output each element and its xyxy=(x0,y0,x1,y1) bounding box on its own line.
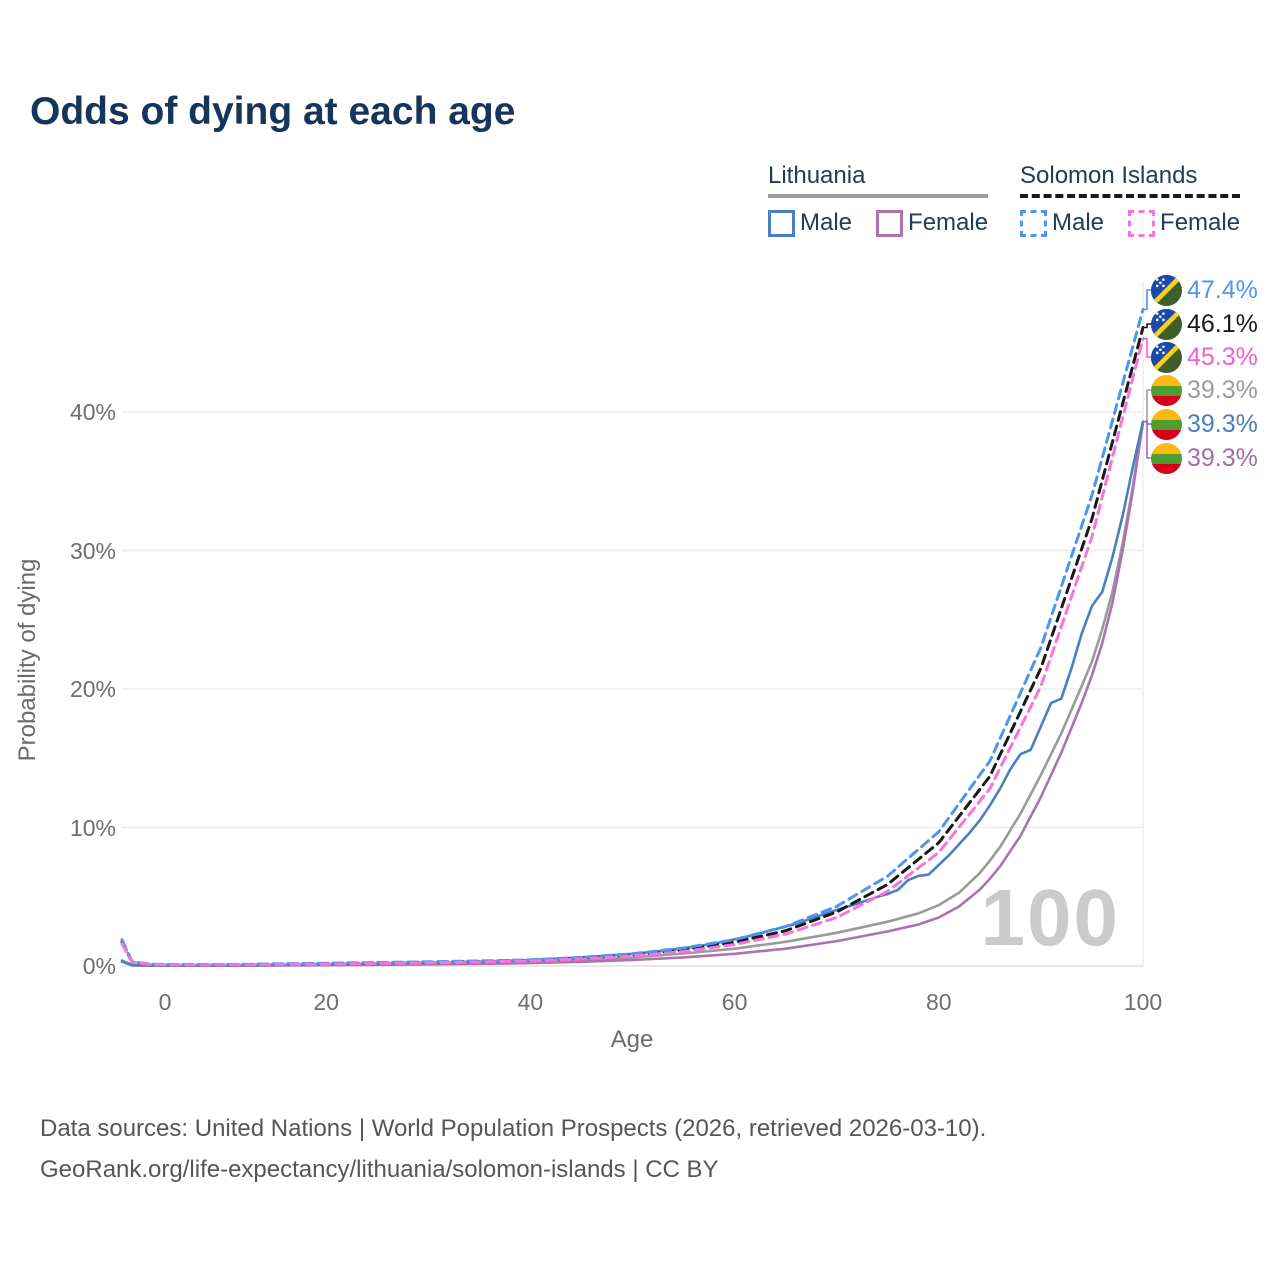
y-tick-label: 10% xyxy=(69,814,116,841)
solomon-islands-flag-icon xyxy=(1151,308,1182,340)
x-tick-label: 40 xyxy=(517,989,544,1015)
end-label-row: 45.3% xyxy=(1151,340,1258,374)
current-age-watermark: 100 xyxy=(980,873,1120,962)
lithuania-flag-icon xyxy=(1151,442,1182,474)
legend-item-lithuania-male[interactable]: Male xyxy=(768,209,852,237)
legend-item-solomon-male[interactable]: Male xyxy=(1020,209,1104,237)
solomon-female-swatch-icon[interactable] xyxy=(1128,209,1156,237)
solomon-islands-flag-icon xyxy=(1151,274,1182,306)
footer-sources-line: Data sources: United Nations | World Pop… xyxy=(40,1115,987,1142)
end-value-label: 47.4% xyxy=(1187,275,1258,304)
legend-country-solomon-islands: Solomon Islands xyxy=(1020,162,1198,189)
end-value-label: 39.3% xyxy=(1187,443,1258,472)
end-label-connector xyxy=(1143,323,1151,329)
y-tick-label: 0% xyxy=(82,953,116,979)
lithuania-female-swatch-icon[interactable] xyxy=(876,209,904,237)
lithuania-male-swatch-icon[interactable] xyxy=(768,209,795,237)
x-tick-label: 80 xyxy=(926,989,952,1015)
legend-group-solomon-islands: Solomon Islands Male Female xyxy=(1020,162,1241,237)
series-line-solomon-islands-female xyxy=(120,337,1145,967)
end-label-row: 39.3% xyxy=(1151,441,1258,475)
data-source-footer: Data sources: United Nations | World Pop… xyxy=(40,1108,986,1190)
end-value-label: 46.1% xyxy=(1187,309,1258,338)
solomon-male-label: Male xyxy=(1052,209,1105,236)
series-line-solomon-islands-total xyxy=(120,326,1145,967)
legend-group-lithuania: Lithuania Male Female xyxy=(768,162,989,237)
end-value-label: 39.3% xyxy=(1187,375,1258,404)
end-label-connector xyxy=(1143,389,1151,423)
x-axis-title: Age xyxy=(610,1026,654,1053)
x-tick-label: 0 xyxy=(158,989,172,1015)
x-tick-label: 100 xyxy=(1123,989,1163,1015)
end-label-connector xyxy=(1143,337,1151,358)
y-axis-title: Probability of dying xyxy=(14,558,41,762)
lithuania-flag-icon xyxy=(1151,408,1182,440)
lithuania-male-label: Male xyxy=(800,209,853,236)
x-tick-label: 20 xyxy=(313,989,339,1015)
solomon-islands-line-style-key xyxy=(1020,194,1241,198)
legend-row-solomon-islands: Male Female xyxy=(1020,209,1240,237)
solomon-female-label: Female xyxy=(1160,209,1241,236)
y-tick-label: 40% xyxy=(69,399,116,425)
end-value-label: 45.3% xyxy=(1187,342,1258,371)
legend-country-lithuania: Lithuania xyxy=(768,162,866,189)
solomon-male-swatch-icon[interactable] xyxy=(1020,209,1047,237)
legend-item-lithuania-female[interactable]: Female xyxy=(876,209,988,237)
solomon-islands-flag-icon xyxy=(1151,341,1182,373)
x-tick-label: 60 xyxy=(721,989,748,1015)
end-label-connector xyxy=(1143,420,1151,459)
y-tick-label: 30% xyxy=(69,537,116,564)
end-label-row: 47.4% xyxy=(1151,273,1258,307)
end-label-row: 39.3% xyxy=(1151,373,1258,407)
series-line-solomon-islands-male xyxy=(120,308,1145,967)
end-value-label: 39.3% xyxy=(1187,409,1258,438)
legend-item-solomon-female[interactable]: Female xyxy=(1128,209,1240,237)
y-tick-label: 20% xyxy=(69,676,116,702)
lithuania-flag-icon xyxy=(1151,374,1182,406)
end-label-row: 39.3% xyxy=(1151,407,1258,441)
lithuania-line-style-key xyxy=(768,194,989,198)
page-title: Odds of dying at each age xyxy=(30,90,516,133)
footer-url-line: GeoRank.org/life-expectancy/lithuania/so… xyxy=(40,1156,719,1183)
legend-row-lithuania: Male Female xyxy=(768,209,988,237)
lithuania-female-label: Female xyxy=(908,209,989,236)
end-label-connector xyxy=(1143,289,1151,311)
end-label-row: 46.1% xyxy=(1151,307,1258,341)
